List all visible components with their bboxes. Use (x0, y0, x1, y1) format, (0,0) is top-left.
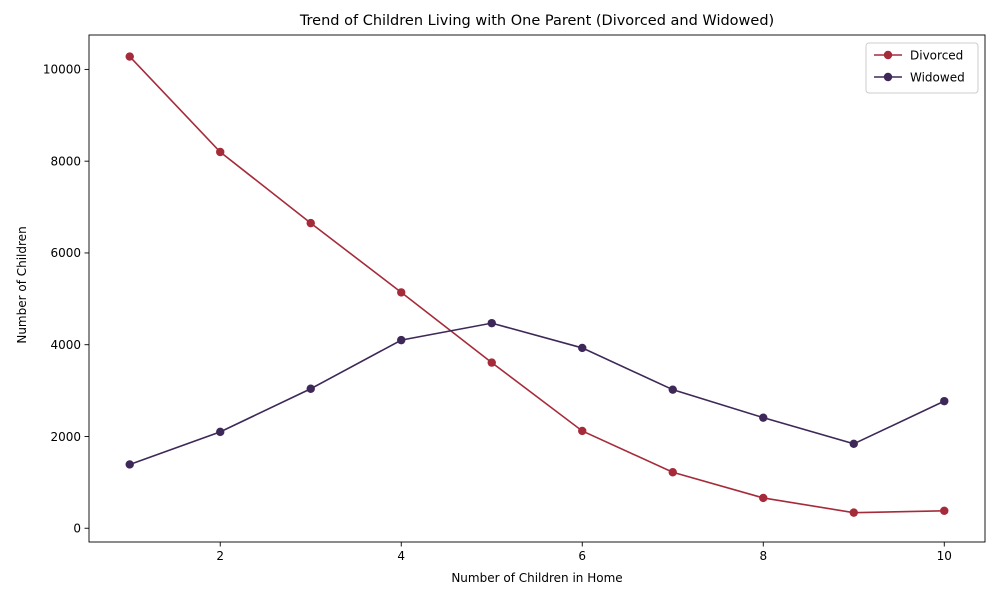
y-tick-label: 2000 (50, 430, 81, 444)
x-tick-label: 10 (937, 549, 952, 563)
series-divorced (125, 52, 949, 517)
data-point-widowed (487, 318, 496, 328)
series-line-widowed (129, 322, 945, 466)
x-axis-title: Number of Children in Home (451, 571, 622, 585)
data-point-widowed (397, 335, 406, 345)
data-point-divorced (216, 147, 225, 157)
legend-marker-divorced (883, 50, 893, 60)
series-widowed (125, 318, 949, 469)
data-point-divorced (578, 426, 587, 436)
data-point-divorced (125, 52, 134, 61)
plot-area: 2 4 6 8 10 0 2000 4000 6000 8000 10000 Divorced Wido… (43, 34, 986, 563)
data-point-widowed (849, 439, 858, 449)
y-axis-title: Number of Children (15, 226, 29, 343)
y-tick-label: 8000 (50, 154, 81, 168)
data-point-widowed (306, 384, 315, 393)
data-point-divorced (668, 468, 677, 477)
x-tick-label: 4 (397, 549, 405, 563)
data-point-widowed (216, 427, 225, 437)
x-tick-label: 6 (578, 549, 586, 563)
axes-frame (88, 34, 986, 543)
data-point-widowed (125, 460, 134, 469)
y-tick-label: 10000 (43, 63, 81, 77)
data-point-widowed (668, 385, 677, 394)
x-tick-label: 8 (759, 549, 767, 563)
data-point-widowed (940, 396, 949, 406)
data-point-divorced (759, 493, 768, 503)
y-tick-label: 6000 (50, 246, 81, 260)
data-point-divorced (849, 508, 858, 517)
data-point-widowed (759, 413, 768, 422)
legend: Divorced Widowed (865, 42, 979, 94)
y-tick-label: 4000 (50, 338, 81, 352)
data-point-widowed (578, 343, 587, 353)
x-tick-label: 2 (216, 549, 224, 563)
legend-label-divorced: Divorced (910, 48, 963, 62)
chart-title: Trend of Children Living with One Parent… (299, 13, 774, 29)
data-point-divorced (306, 218, 315, 228)
series-line-divorced (129, 56, 945, 514)
data-point-divorced (940, 506, 949, 515)
data-point-divorced (487, 358, 496, 367)
data-point-divorced (397, 288, 406, 297)
y-tick-label: 0 (73, 522, 81, 536)
legend-label-widowed: Widowed (910, 70, 965, 84)
legend-marker-widowed (883, 72, 893, 82)
